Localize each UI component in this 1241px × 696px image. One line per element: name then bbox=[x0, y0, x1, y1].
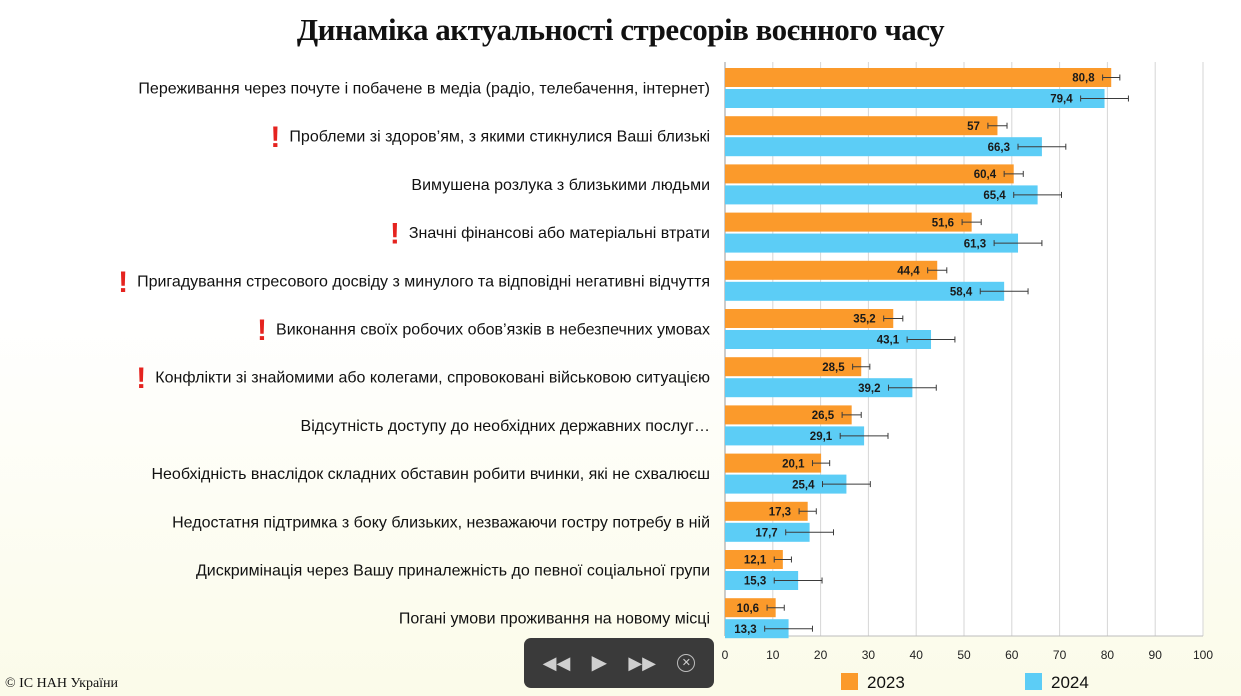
bar-2024 bbox=[725, 89, 1105, 108]
data-label-2024: 58,4 bbox=[950, 287, 973, 299]
data-label-2023: 12,1 bbox=[744, 555, 767, 567]
bar-2023 bbox=[725, 260, 938, 280]
bar-2023 bbox=[725, 68, 1112, 87]
data-label-2024: 61,3 bbox=[964, 238, 986, 250]
data-label-2023: 20,1 bbox=[782, 458, 805, 470]
data-label-2024: 13,3 bbox=[734, 624, 756, 636]
data-label-2024: 79,4 bbox=[1050, 94, 1073, 106]
x-tick-label: 70 bbox=[1053, 648, 1067, 662]
legend-swatch-2024 bbox=[1025, 673, 1042, 690]
bar-2023 bbox=[725, 357, 862, 377]
copyright-text: © ІС НАН України bbox=[5, 676, 119, 691]
data-label-2023: 80,8 bbox=[1072, 73, 1095, 85]
warning-exclamation-icon: ! bbox=[257, 314, 267, 347]
data-label-2023: 57 bbox=[967, 121, 980, 133]
media-player-controls: ◀◀ ▶ ▶▶ ✕ bbox=[524, 638, 714, 688]
data-label-2024: 25,4 bbox=[792, 479, 815, 491]
bar-2023 bbox=[725, 598, 776, 618]
x-tick-label: 20 bbox=[814, 648, 828, 662]
bar-2024 bbox=[725, 522, 810, 542]
bar-2024 bbox=[725, 137, 1042, 157]
x-tick-label: 0 bbox=[722, 648, 729, 662]
bar-2023 bbox=[725, 405, 852, 425]
warning-exclamation-icon: ! bbox=[390, 218, 400, 251]
data-label-2023: 26,5 bbox=[812, 410, 835, 422]
rewind-icon[interactable]: ◀◀ bbox=[542, 653, 571, 673]
category-label: Недостатня підтримка з боку близьких, не… bbox=[172, 514, 710, 531]
data-label-2024: 15,3 bbox=[744, 576, 766, 588]
category-label: Конфлікти зі знайомими або колегами, спр… bbox=[155, 370, 710, 387]
bar-2023 bbox=[725, 212, 972, 232]
data-label-2023: 28,5 bbox=[822, 362, 845, 374]
bar-2023 bbox=[725, 550, 783, 569]
category-label: Пригадування стресового досвіду з минуло… bbox=[137, 273, 710, 290]
bar-2024 bbox=[725, 426, 865, 446]
bar-2024 bbox=[725, 281, 1005, 301]
bar-2024 bbox=[725, 233, 1019, 253]
data-label-2023: 44,4 bbox=[897, 266, 920, 278]
category-label: Виконання своїх робочих обов’язків в неб… bbox=[276, 322, 710, 339]
x-tick-label: 30 bbox=[862, 648, 876, 662]
bar-2024 bbox=[725, 619, 789, 639]
bar-2024 bbox=[725, 378, 913, 398]
x-tick-label: 50 bbox=[957, 648, 971, 662]
bar-2024 bbox=[725, 330, 932, 349]
data-label-2023: 60,4 bbox=[974, 169, 997, 181]
data-label-2023: 17,3 bbox=[769, 507, 791, 519]
category-label: Значні фінансові або матеріальні втрати bbox=[409, 225, 710, 242]
x-tick-label: 90 bbox=[1149, 648, 1163, 662]
bar-2024 bbox=[725, 571, 799, 590]
bar-2024 bbox=[725, 474, 847, 494]
data-label-2023: 10,6 bbox=[737, 603, 759, 615]
warning-exclamation-icon: ! bbox=[270, 121, 280, 154]
bar-2023 bbox=[725, 501, 808, 521]
category-label: Відсутність доступу до необхідних держав… bbox=[301, 418, 710, 435]
category-label: Проблеми зі здоров’ям, з якими стикнулис… bbox=[289, 129, 710, 146]
warning-exclamation-icon: ! bbox=[136, 362, 146, 395]
data-label-2024: 65,4 bbox=[983, 190, 1006, 202]
data-label-2024: 66,3 bbox=[988, 142, 1010, 154]
category-label: Вимушена розлука з близькими людьми bbox=[411, 177, 710, 194]
bar-2023 bbox=[725, 164, 1014, 184]
x-tick-label: 60 bbox=[1005, 648, 1019, 662]
legend-label-2024: 2024 bbox=[1051, 673, 1089, 692]
warning-exclamation-icon: ! bbox=[118, 266, 128, 299]
bar-2023 bbox=[725, 453, 822, 473]
data-label-2024: 43,1 bbox=[877, 335, 900, 347]
play-icon[interactable]: ▶ bbox=[591, 652, 608, 674]
bar-2023 bbox=[725, 309, 894, 328]
x-tick-label: 40 bbox=[910, 648, 924, 662]
data-label-2024: 29,1 bbox=[810, 431, 833, 443]
x-tick-label: 100 bbox=[1193, 648, 1213, 662]
legend-label-2023: 2023 bbox=[867, 673, 905, 692]
category-label: Дискримінація через Вашу приналежність д… bbox=[196, 563, 710, 580]
x-tick-label: 80 bbox=[1101, 648, 1115, 662]
close-circle-icon[interactable]: ✕ bbox=[677, 654, 696, 672]
legend-swatch-2023 bbox=[841, 673, 858, 690]
bar-2024 bbox=[725, 185, 1038, 205]
data-label-2024: 17,7 bbox=[755, 528, 777, 540]
data-label-2023: 51,6 bbox=[932, 217, 954, 229]
category-label: Переживання через почуте і побачене в ме… bbox=[138, 81, 710, 98]
chart-title: Динаміка актуальності стресорів воєнного… bbox=[296, 12, 945, 47]
fast-forward-icon[interactable]: ▶▶ bbox=[628, 653, 656, 673]
bar-2023 bbox=[725, 116, 998, 136]
data-label-2023: 35,2 bbox=[853, 314, 875, 326]
data-label-2024: 39,2 bbox=[858, 383, 880, 395]
x-tick-label: 10 bbox=[766, 648, 780, 662]
category-label: Необхідність внаслідок складних обставин… bbox=[151, 466, 710, 483]
category-label: Погані умови проживання на новому місці bbox=[399, 611, 710, 628]
